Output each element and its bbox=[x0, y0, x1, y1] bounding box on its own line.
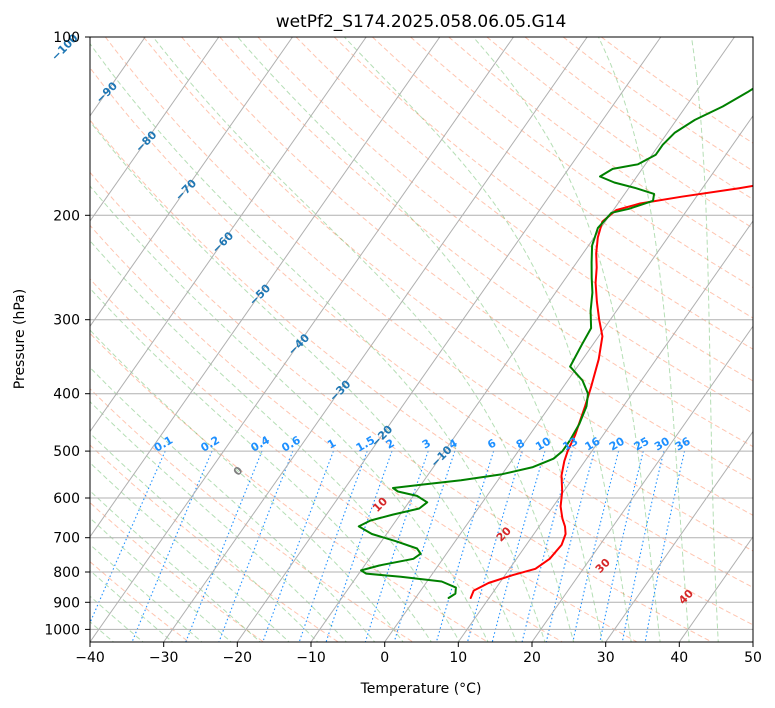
mixing-ratio-line bbox=[644, 450, 686, 642]
x-tick-label: 40 bbox=[670, 650, 688, 666]
x-tick-label: 30 bbox=[597, 650, 615, 666]
dry-adiabat bbox=[181, 37, 753, 482]
isotherm-gridline bbox=[678, 535, 753, 642]
skewed-isotherm-grid bbox=[90, 37, 753, 642]
y-tick-label: 100 bbox=[53, 30, 80, 46]
isotherm-gridline bbox=[310, 37, 735, 642]
mixing-ratio-line bbox=[90, 450, 166, 625]
mixing-ratio-line bbox=[325, 450, 393, 642]
y-tick-label: 300 bbox=[53, 313, 80, 329]
y-tick-label: 500 bbox=[53, 444, 80, 460]
mixing-ratio-line bbox=[599, 450, 644, 642]
isotherm-gridline bbox=[384, 114, 753, 642]
y-tick-label: 700 bbox=[53, 531, 80, 547]
mixing-ratio-line bbox=[364, 450, 429, 642]
y-tick-label: 200 bbox=[53, 208, 80, 224]
dry-adiabat bbox=[333, 37, 753, 350]
isotherm-gridline bbox=[163, 37, 588, 642]
temperature-profile bbox=[469, 184, 753, 599]
y-tick-label: 1000 bbox=[44, 622, 80, 638]
y-tick-label: 800 bbox=[53, 565, 80, 581]
dry-adiabat bbox=[104, 37, 753, 552]
x-tick-label: 0 bbox=[380, 650, 389, 666]
x-tick-label: 50 bbox=[744, 650, 762, 666]
isotherm-gridline bbox=[90, 37, 441, 538]
x-tick-label: −30 bbox=[149, 650, 179, 666]
x-tick-label: −20 bbox=[223, 650, 253, 666]
mixing-ratio-line bbox=[298, 450, 368, 642]
dewpoint-profile bbox=[357, 87, 753, 599]
plot-frame bbox=[89, 36, 754, 643]
y-tick-label: 600 bbox=[53, 491, 80, 507]
mixing-ratio-line bbox=[621, 450, 665, 642]
isotherm-gridline bbox=[90, 37, 293, 328]
mixing-ratio-line bbox=[131, 450, 213, 642]
isotherm-gridline bbox=[90, 37, 514, 642]
isotherm-gridline bbox=[531, 325, 753, 642]
mixing-ratio-line bbox=[262, 450, 334, 642]
x-axis-label: Temperature (°C) bbox=[360, 681, 482, 697]
isotherm-gridline bbox=[236, 37, 662, 642]
isotherm-gridline bbox=[90, 37, 367, 433]
moist-adiabat bbox=[90, 462, 290, 642]
y-tick-label: 900 bbox=[53, 595, 80, 611]
x-tick-label: −10 bbox=[296, 650, 326, 666]
mixing-ratio-line bbox=[491, 450, 546, 642]
isotherm-gridline bbox=[457, 220, 753, 642]
mixing-ratio-line bbox=[572, 450, 620, 642]
chart-title: wetPf2_S174.2025.058.06.05.G14 bbox=[276, 12, 567, 32]
mixing-ratio-line bbox=[435, 450, 495, 642]
dry-adiabat bbox=[219, 37, 753, 448]
dry-adiabat bbox=[257, 37, 753, 414]
moist-adiabat bbox=[90, 185, 489, 642]
isotherm-gridline bbox=[605, 430, 753, 642]
x-tick-label: 10 bbox=[449, 650, 467, 666]
mixing-ratio-line bbox=[393, 450, 456, 642]
x-axis: −40 −30 −20 −10 0 10 20 30 40 50 bbox=[75, 642, 762, 666]
dry-adiabat bbox=[90, 67, 753, 588]
x-tick-label: −40 bbox=[75, 650, 105, 666]
y-axis: 100 200 300 400 500 600 700 800 900 1000 bbox=[44, 30, 90, 638]
isotherm-gridline bbox=[90, 37, 220, 222]
y-tick-label: 400 bbox=[53, 387, 80, 403]
y-axis-label: Pressure (hPa) bbox=[12, 289, 28, 389]
dry-adiabat bbox=[90, 388, 414, 642]
sounding-lines bbox=[357, 87, 753, 599]
x-tick-label: 20 bbox=[523, 650, 541, 666]
